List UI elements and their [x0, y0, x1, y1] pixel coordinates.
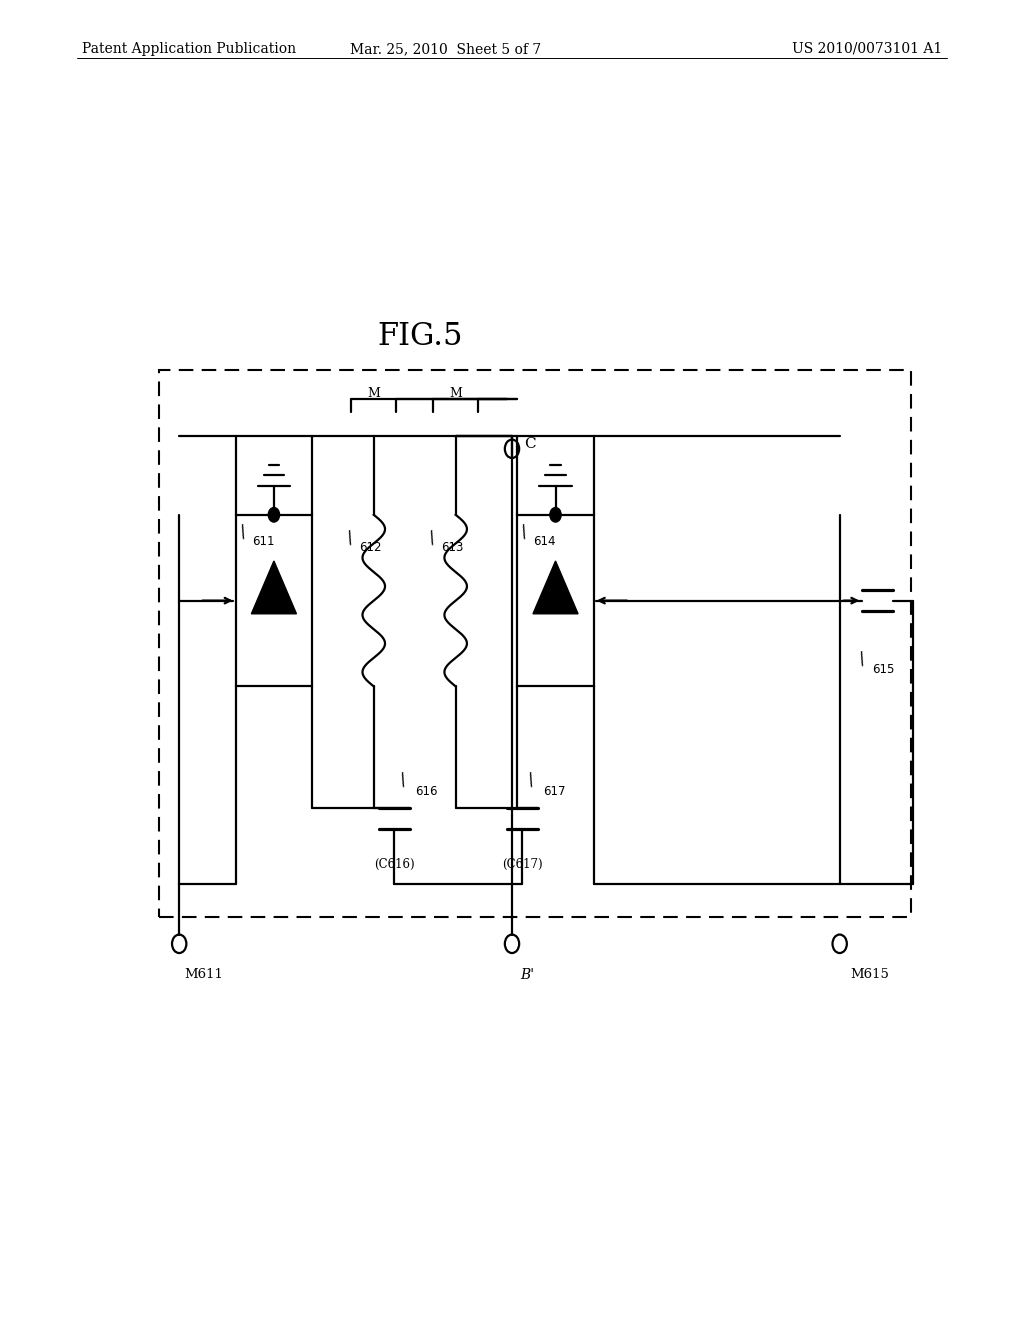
- Text: (C616): (C616): [374, 858, 415, 871]
- Text: C: C: [524, 437, 536, 450]
- Text: /: /: [397, 771, 409, 789]
- Text: Patent Application Publication: Patent Application Publication: [82, 42, 296, 55]
- Text: US 2010/0073101 A1: US 2010/0073101 A1: [792, 42, 942, 55]
- Text: /: /: [427, 529, 438, 548]
- Text: /: /: [857, 649, 868, 668]
- Text: 614: 614: [534, 535, 556, 548]
- Bar: [159, 370, 911, 917]
- Text: /: /: [525, 771, 537, 789]
- Circle shape: [268, 508, 280, 523]
- Text: 613: 613: [441, 541, 464, 554]
- Text: M611: M611: [184, 968, 223, 981]
- Text: 615: 615: [872, 663, 895, 676]
- Text: M: M: [450, 387, 462, 400]
- Text: 617: 617: [543, 784, 565, 797]
- Text: M615: M615: [850, 968, 889, 981]
- Text: FIG.5: FIG.5: [377, 321, 463, 352]
- Text: 611: 611: [252, 535, 274, 548]
- Text: /: /: [519, 523, 530, 541]
- Circle shape: [550, 508, 561, 523]
- Bar: [517, 515, 594, 686]
- Bar: [236, 515, 312, 686]
- Text: 616: 616: [415, 784, 437, 797]
- Text: B': B': [520, 968, 535, 982]
- Text: /: /: [238, 523, 249, 541]
- Text: Mar. 25, 2010  Sheet 5 of 7: Mar. 25, 2010 Sheet 5 of 7: [350, 42, 541, 55]
- Text: 612: 612: [359, 541, 382, 554]
- Text: (C617): (C617): [502, 858, 543, 871]
- Polygon shape: [532, 561, 578, 614]
- Text: M: M: [368, 387, 380, 400]
- Polygon shape: [252, 561, 297, 614]
- Text: /: /: [345, 529, 356, 548]
